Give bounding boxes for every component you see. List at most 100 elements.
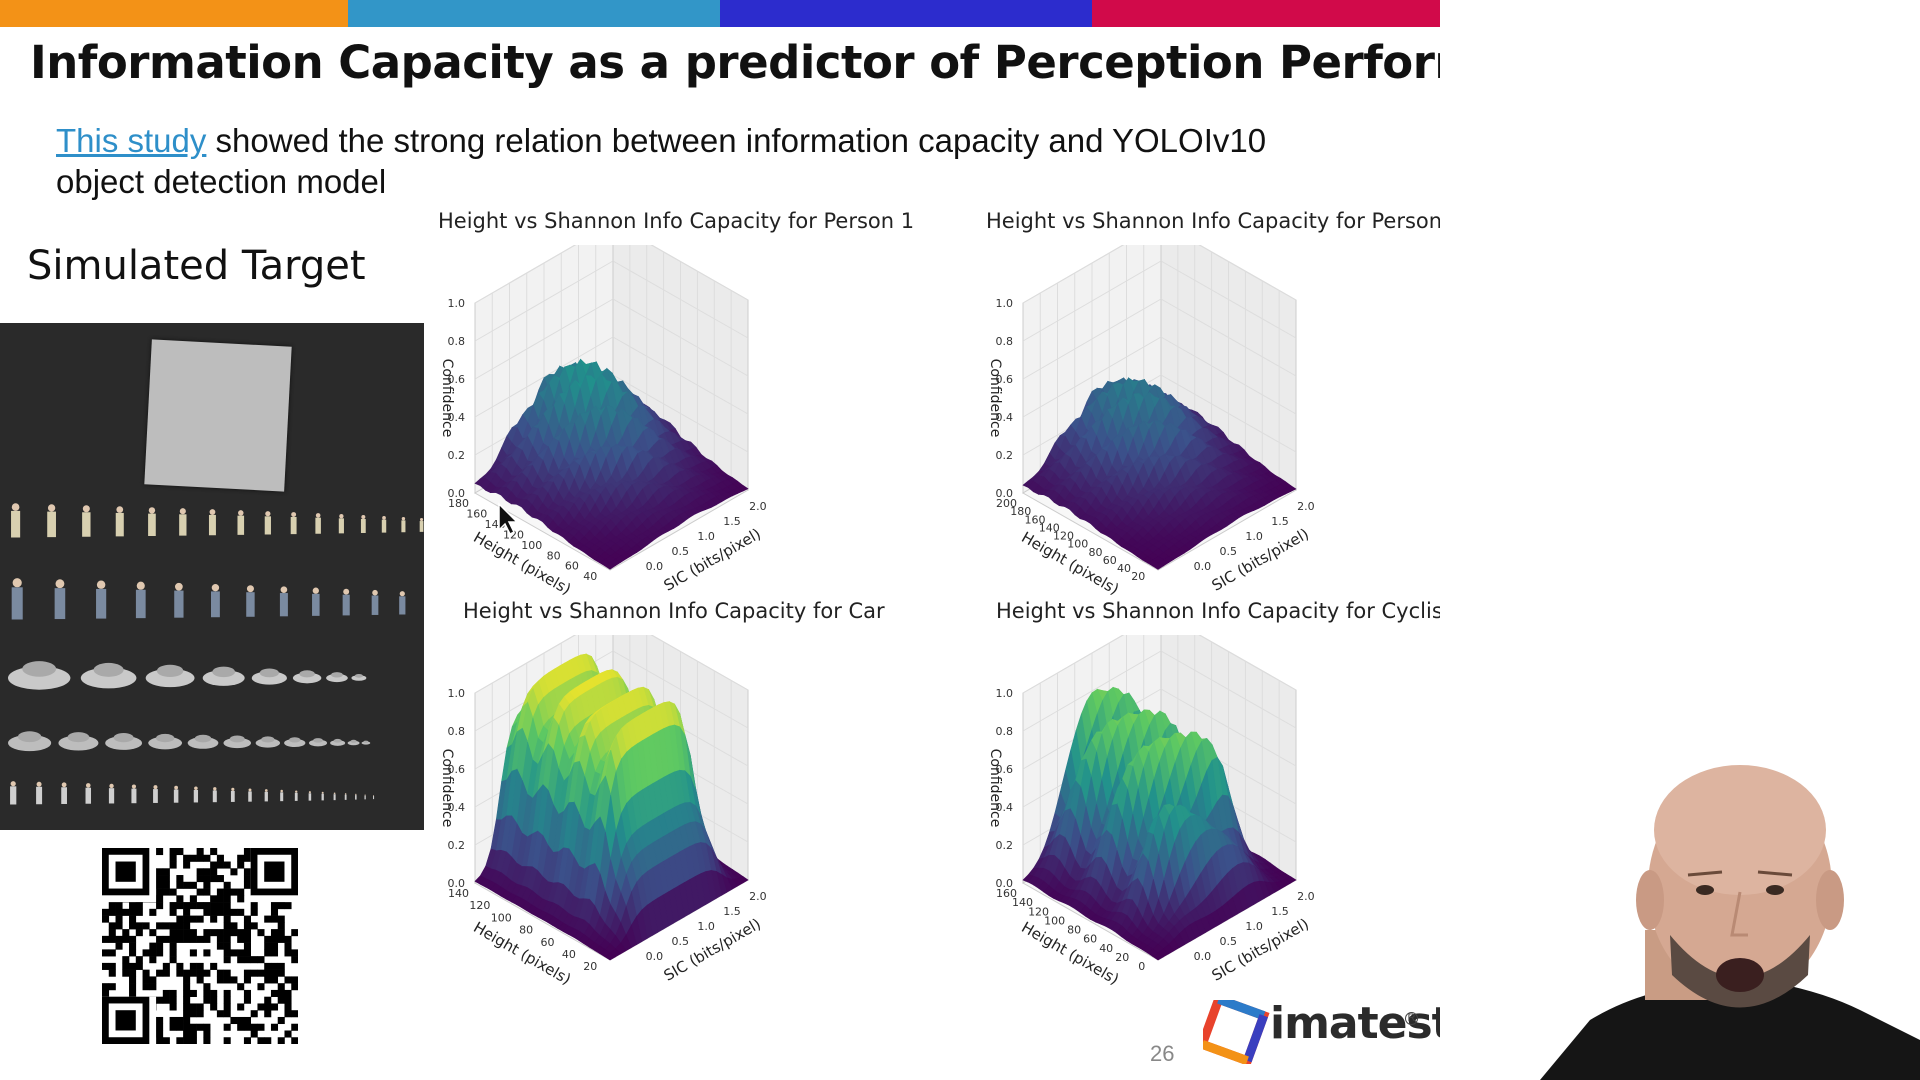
- sic-tick-label: 1.5: [1271, 515, 1289, 528]
- sic-tick-label: 1.0: [1245, 920, 1263, 933]
- sic-tick-label: 1.5: [723, 515, 741, 528]
- section-heading: Simulated Target: [27, 243, 366, 289]
- z-tick-label: 0.4: [996, 801, 1014, 814]
- color-bar-crimson: [1092, 0, 1440, 27]
- z-tick-label: 0.0: [448, 487, 466, 500]
- registered-mark: R: [1405, 1012, 1418, 1025]
- sic-tick-label: 0.0: [1194, 950, 1212, 963]
- height-tick-label: 100: [1044, 914, 1065, 927]
- surface-plot-cyclist: 0.0 0.2 0.4 0.6 0.8 1.0 Confidence 160140120100…: [988, 635, 1315, 988]
- sic-tick-label: 1.0: [697, 920, 715, 933]
- height-tick-label: 60: [541, 936, 555, 949]
- study-link[interactable]: This study: [56, 122, 207, 159]
- plot-title-cyclist: Height vs Shannon Info Capacity for Cycl…: [996, 599, 1440, 623]
- height-tick-label: 60: [1083, 933, 1097, 946]
- height-tick-label: 80: [1067, 924, 1081, 937]
- sic-tick-label: 1.5: [723, 905, 741, 918]
- z-tick-label: 0.2: [448, 839, 466, 852]
- presenter-panel: [1440, 0, 1920, 1080]
- height-tick-label: 0: [1138, 960, 1145, 973]
- height-tick-label: 180: [1010, 505, 1031, 518]
- height-tick-label: 20: [1131, 570, 1145, 583]
- z-tick-label: 0.6: [448, 763, 466, 776]
- plot-title-person-1: Height vs Shannon Info Capacity for Pers…: [438, 209, 915, 233]
- height-tick-label: 180: [448, 497, 469, 510]
- z-tick-label: 0.8: [448, 725, 466, 738]
- intro-paragraph: This study showed the strong relation be…: [56, 120, 1356, 202]
- plot-title-car: Height vs Shannon Info Capacity for Car: [463, 599, 885, 623]
- height-tick-label: 120: [1053, 530, 1074, 543]
- height-tick-label: 160: [466, 507, 487, 520]
- height-tick-label: 80: [1089, 546, 1103, 559]
- sic-tick-label: 1.0: [1245, 530, 1263, 543]
- height-tick-label: 20: [1115, 951, 1129, 964]
- target-figures: [8, 503, 424, 805]
- sic-tick-label: 0.0: [1194, 560, 1212, 573]
- intro-text: showed the strong relation between infor…: [56, 122, 1267, 200]
- sic-tick-label: 1.0: [697, 530, 715, 543]
- height-tick-label: 40: [583, 570, 597, 583]
- z-tick-label: 0.4: [996, 411, 1014, 424]
- z-tick-label: 0.0: [996, 877, 1014, 890]
- height-tick-label: 120: [1028, 905, 1049, 918]
- sic-tick-label: 0.5: [671, 935, 689, 948]
- qr-code-icon[interactable]: [102, 848, 298, 1044]
- color-bar-blue: [348, 0, 720, 27]
- height-tick-label: 40: [562, 948, 576, 961]
- height-tick-label: 20: [583, 960, 597, 973]
- z-tick-label: 0.0: [448, 877, 466, 890]
- z-tick-label: 1.0: [448, 687, 466, 700]
- height-tick-label: 40: [1117, 562, 1131, 575]
- height-tick-label: 140: [1012, 896, 1033, 909]
- z-tick-label: 0.6: [996, 763, 1014, 776]
- height-tick-label: 40: [1099, 942, 1113, 955]
- height-tick-label: 80: [519, 924, 533, 937]
- color-bar-orange: [0, 0, 348, 27]
- z-tick-label: 0.6: [996, 373, 1014, 386]
- z-tick-label: 0.4: [448, 411, 466, 424]
- z-tick-label: 1.0: [448, 297, 466, 310]
- z-tick-label: 0.2: [448, 449, 466, 462]
- sic-tick-label: 2.0: [749, 890, 767, 903]
- z-axis-label: Confidence: [440, 749, 455, 828]
- height-tick-label: 60: [1103, 554, 1117, 567]
- z-axis-label: Confidence: [988, 749, 1003, 828]
- sic-tick-label: 2.0: [749, 500, 767, 513]
- z-tick-label: 0.8: [996, 335, 1014, 348]
- sic-tick-label: 0.5: [671, 545, 689, 558]
- height-tick-label: 100: [521, 539, 542, 552]
- z-tick-label: 0.4: [448, 801, 466, 814]
- sic-tick-label: 1.5: [1271, 905, 1289, 918]
- z-axis-label: Confidence: [988, 359, 1003, 438]
- z-tick-label: 0.8: [448, 335, 466, 348]
- height-tick-label: 160: [1025, 513, 1046, 526]
- height-tick-label: 100: [491, 911, 512, 924]
- sic-tick-label: 0.5: [1219, 545, 1237, 558]
- z-axis-label: Confidence: [440, 359, 455, 438]
- height-tick-label: 80: [547, 549, 561, 562]
- height-tick-label: 100: [1067, 538, 1088, 551]
- height-tick-label: 140: [448, 887, 469, 900]
- height-tick-label: 200: [996, 497, 1017, 510]
- page-number: 26: [1150, 1041, 1175, 1066]
- plot-title-person-2: Height vs Shannon Info Capacity for Pers…: [986, 209, 1440, 233]
- sic-tick-label: 0.0: [646, 950, 664, 963]
- sic-tick-label: 0.0: [646, 560, 664, 573]
- sic-tick-label: 0.5: [1219, 935, 1237, 948]
- z-tick-label: 0.6: [448, 373, 466, 386]
- imatest-logo-icon: [1203, 1000, 1270, 1064]
- color-bar-indigo: [720, 0, 1092, 27]
- surface-plot-person-2: 0.0 0.2 0.4 0.6 0.8 1.0 Confidence 200180160140…: [988, 245, 1315, 598]
- slide-title: Information Capacity as a predictor of P…: [30, 36, 1440, 89]
- z-tick-label: 1.0: [996, 687, 1014, 700]
- z-tick-label: 0.2: [996, 839, 1014, 852]
- simulated-target-image: [0, 323, 424, 830]
- presentation-slide: Information Capacity as a predictor of P…: [0, 0, 1440, 1066]
- height-tick-label: 160: [996, 887, 1017, 900]
- sic-tick-label: 2.0: [1297, 500, 1315, 513]
- height-tick-label: 140: [1039, 521, 1060, 534]
- surface-plot-person-1: 0.00.20.40.60.81.0Confidence180160140120…: [440, 245, 767, 598]
- mouse-pointer-icon: [498, 502, 519, 536]
- z-tick-label: 0.2: [996, 449, 1014, 462]
